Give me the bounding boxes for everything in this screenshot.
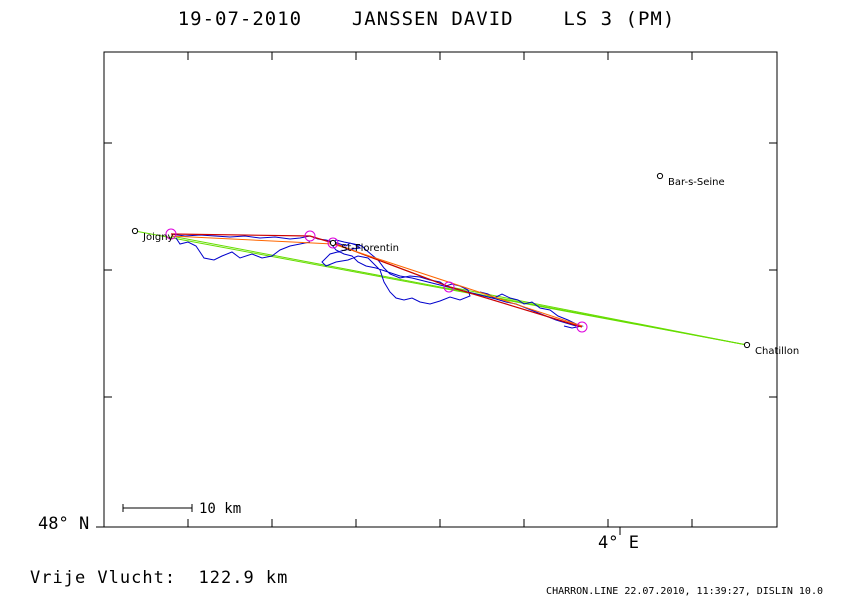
track-line: [175, 237, 311, 261]
town-label: Joigny: [142, 232, 174, 243]
turnpoint-circle: [327, 237, 339, 249]
town-marker: [131, 227, 139, 235]
x-axis-label: 4° E: [598, 533, 639, 553]
y-axis-label: 48° N: [38, 514, 90, 534]
town-markers: Joigny St-Florentin Bar-s-Seine Chatillon: [131, 172, 799, 357]
town-label: Bar-s-Seine: [668, 177, 725, 188]
turnpoint-circle: [576, 321, 588, 333]
town-label: St-Florentin: [341, 243, 399, 254]
turnpoint-markers: [165, 228, 588, 333]
town-marker: [743, 341, 751, 349]
scale-bar-label: 10 km: [199, 501, 241, 517]
task-leg: [170, 235, 748, 346]
task-lines: [134, 230, 748, 346]
software-credit: CHARRON.LINE 22.07.2010, 11:39:27, DISLI…: [546, 586, 823, 597]
town-label: Chatillon: [755, 346, 799, 357]
town-marker: [329, 239, 337, 247]
free-flight-distance: Vrije Vlucht: 122.9 km: [30, 568, 289, 588]
plot-frame: [103, 51, 778, 528]
town-marker: [656, 172, 664, 180]
task-leg: [332, 242, 748, 346]
chart-title: 19-07-2010 JANSSEN DAVID LS 3 (PM): [177, 8, 676, 30]
scale-bar: 10 km: [122, 501, 241, 517]
turnpoint-circle: [165, 228, 177, 240]
axis-ticks: [96, 52, 777, 535]
turnpoint-circle: [443, 281, 455, 293]
turnpoint-circle: [304, 230, 316, 242]
